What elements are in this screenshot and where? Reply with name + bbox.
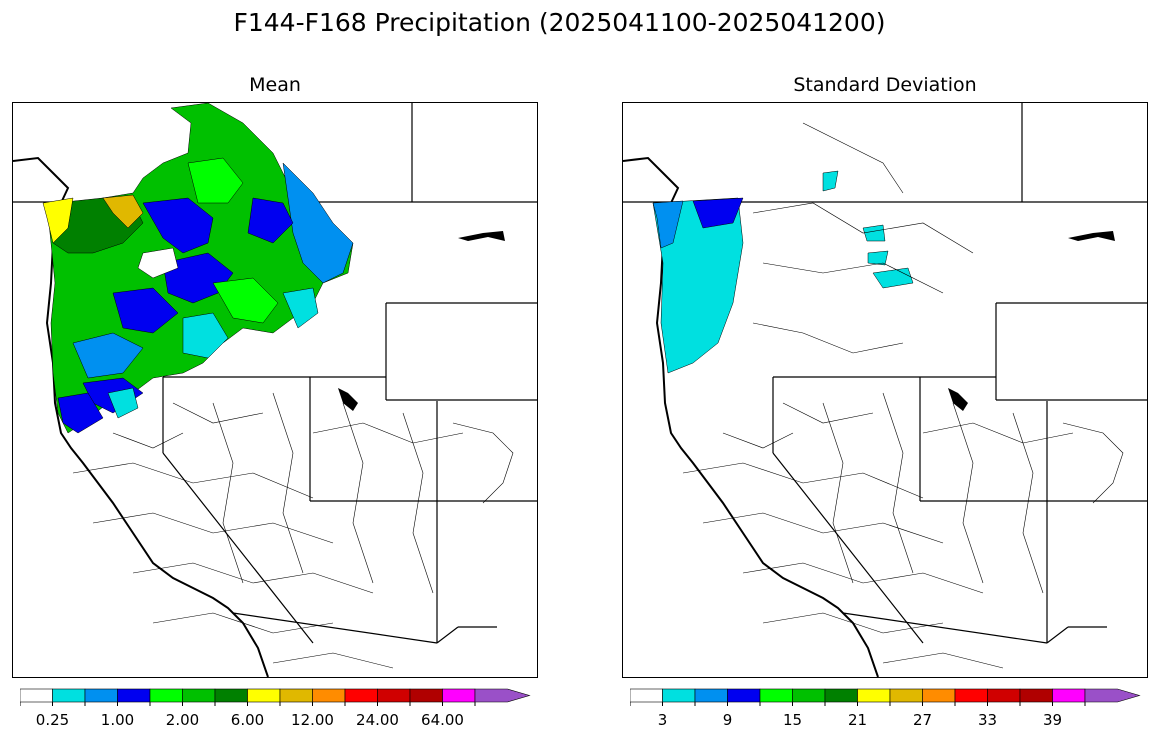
std-panel-title: Standard Deviation [793, 74, 977, 96]
basin-lines [682, 122, 1124, 669]
lake-superior [1068, 231, 1115, 241]
colorbar-tick-label: 15 [782, 711, 803, 729]
colorbar-swatch [759, 688, 793, 703]
colorbar-swatch [182, 688, 216, 703]
colorbar-swatch [279, 688, 313, 703]
colorbar-tick-label: 64.00 [421, 711, 464, 729]
great-salt-lake [948, 388, 968, 411]
colorbar-tick-label: 2.00 [165, 711, 200, 729]
colorbar-swatch [857, 688, 891, 703]
colorbar-tick-label: 27 [912, 711, 933, 729]
colorbar-swatch [630, 688, 663, 703]
colorbar-tick-label: 21 [847, 711, 868, 729]
colorbar-swatch [20, 688, 53, 703]
colorbar-swatch [694, 688, 728, 703]
colorbar-swatch [442, 688, 476, 703]
great-salt-lake [338, 388, 358, 411]
colorbar-swatch [52, 688, 86, 703]
std-colorbar-swatches [630, 688, 1141, 706]
figure-title: F144-F168 Precipitation (2025041100-2025… [233, 8, 886, 37]
colorbar-swatch [474, 688, 531, 703]
colorbar-swatch [214, 688, 248, 703]
colorbar-tick-label: 6.00 [230, 711, 265, 729]
colorbar-tick-label: 12.00 [291, 711, 334, 729]
colorbar-swatch [662, 688, 696, 703]
colorbar-swatch [1084, 688, 1141, 703]
colorbar-tick-label: 33 [977, 711, 998, 729]
colorbar-swatch [954, 688, 988, 703]
lake-superior [458, 231, 505, 241]
colorbar-swatch [889, 688, 923, 703]
colorbar-tick-label: 1.00 [100, 711, 135, 729]
colorbar-swatch [792, 688, 826, 703]
basin-lines [72, 392, 514, 669]
std-colorbar [630, 688, 1141, 706]
colorbar-tick-label: 39 [1042, 711, 1063, 729]
std-map [622, 102, 1148, 678]
mean-colorbar-swatches [20, 688, 531, 706]
colorbar-swatch [117, 688, 151, 703]
colorbar-swatch [312, 688, 346, 703]
colorbar-swatch [344, 688, 378, 703]
colorbar-swatch [84, 688, 118, 703]
colorbar-swatch [377, 688, 411, 703]
colorbar-swatch [987, 688, 1021, 703]
std-map-svg [623, 103, 1147, 677]
colorbar-tick-label: 24.00 [356, 711, 399, 729]
colorbar-swatch [1052, 688, 1086, 703]
colorbar-tick-label: 3 [657, 711, 668, 729]
mean-precip-regions [42, 103, 354, 434]
colorbar-swatch [247, 688, 281, 703]
colorbar-swatch [1019, 688, 1053, 703]
state-borders [623, 103, 1147, 644]
colorbar-tick-label: 9 [722, 711, 733, 729]
mean-map [12, 102, 538, 678]
mean-colorbar [20, 688, 531, 706]
colorbar-tick-label: 0.25 [35, 711, 70, 729]
mean-panel-title: Mean [249, 74, 301, 96]
std-precip-regions [652, 170, 914, 374]
mean-map-svg [13, 103, 537, 677]
colorbar-swatch [149, 688, 183, 703]
colorbar-swatch [922, 688, 956, 703]
colorbar-swatch [727, 688, 761, 703]
colorbar-swatch [409, 688, 443, 703]
colorbar-swatch [824, 688, 858, 703]
